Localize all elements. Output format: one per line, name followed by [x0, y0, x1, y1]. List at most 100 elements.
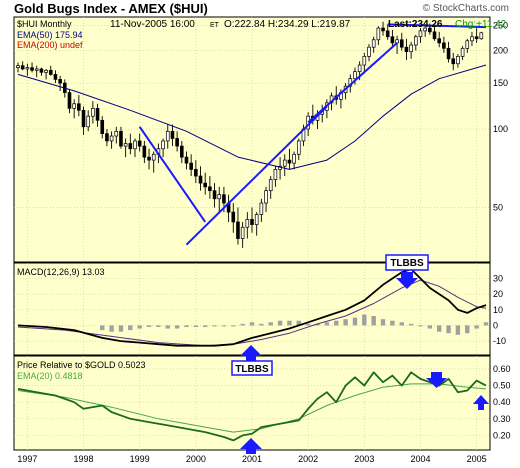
- candle-body: [91, 108, 95, 117]
- candle-series: [16, 21, 484, 248]
- candle-body: [282, 159, 287, 167]
- histogram-bar: [362, 314, 367, 326]
- candle-body: [268, 179, 273, 192]
- histogram-bar: [128, 325, 133, 331]
- histogram-bar: [137, 325, 142, 329]
- candle-body: [231, 211, 236, 223]
- watermark: © StockCharts.com: [423, 3, 509, 14]
- tlbbs-top-label: TLBBS: [390, 258, 424, 269]
- histogram-bar: [399, 322, 404, 326]
- candle-body: [142, 145, 147, 158]
- histogram-bar: [146, 325, 152, 327]
- x-tick-label: 2002: [298, 454, 318, 464]
- candle-body: [16, 65, 20, 68]
- histogram-bar: [165, 325, 170, 329]
- candle-body: [175, 138, 179, 147]
- ema200-legend: EMA(200) undef: [17, 40, 83, 50]
- x-tick-label: 2001: [242, 454, 262, 464]
- candle-body: [259, 202, 264, 215]
- candle-body: [376, 27, 381, 41]
- ema50-line: [17, 64, 487, 170]
- candle-body: [48, 69, 53, 75]
- candle-body: [208, 186, 212, 192]
- candle-body: [428, 27, 432, 33]
- candle-body: [470, 36, 474, 42]
- macd-legend: MACD(12,26,9) 13.03: [17, 267, 105, 277]
- histogram-bar: [437, 325, 442, 332]
- histogram-bar: [249, 322, 255, 326]
- histogram-bar: [203, 325, 208, 327]
- candle-body: [456, 56, 460, 65]
- candle-body: [399, 39, 404, 48]
- candle-body: [395, 39, 399, 44]
- candle-body: [44, 69, 48, 73]
- candle-body: [67, 92, 72, 109]
- tlbbs-top-box: [385, 254, 429, 271]
- x-tick-label: 1999: [130, 454, 150, 464]
- candle-body: [362, 56, 367, 66]
- candle-body: [264, 190, 268, 204]
- candle-body: [212, 190, 217, 200]
- candle-body: [105, 133, 109, 142]
- histogram-bar: [474, 325, 479, 329]
- macd-line: [17, 268, 487, 347]
- candle-body: [137, 140, 142, 147]
- macd-signal-line: [17, 279, 487, 347]
- quote-tz: ET: [210, 22, 220, 29]
- tlbbs-top-annotation: TLBBS: [385, 254, 429, 289]
- candle-body: [474, 36, 479, 40]
- histogram-bar: [418, 325, 423, 327]
- candle-body: [53, 74, 58, 80]
- down-arrow-icon: [396, 272, 418, 289]
- candle-body: [385, 30, 390, 38]
- histogram-bar: [371, 316, 376, 326]
- candle-body: [39, 68, 44, 73]
- candle-body: [81, 109, 86, 128]
- candle-body: [123, 143, 128, 147]
- candle-body: [409, 44, 413, 53]
- tlbbs-bottom-annotation: TLBBS: [231, 345, 273, 376]
- price-tick-label: 200: [493, 46, 508, 56]
- trendline: [138, 126, 207, 223]
- candle-body: [245, 219, 250, 228]
- candle-body: [147, 156, 151, 161]
- candle-body: [20, 65, 25, 70]
- candle-body: [184, 156, 189, 164]
- macd-tick-label: -10: [493, 336, 506, 346]
- candle-body: [437, 38, 442, 44]
- x-tick-label: 2005: [467, 454, 487, 464]
- candle-body: [109, 135, 114, 142]
- rel-down-arrow-icon: [426, 372, 447, 388]
- relative-tick-label: 0.60: [493, 364, 511, 374]
- candle-body: [479, 32, 484, 40]
- histogram-bar: [380, 319, 386, 326]
- macd-tick-label: 0: [493, 320, 498, 330]
- trendline: [387, 23, 487, 29]
- relative-line: [17, 371, 487, 442]
- histogram-bar: [483, 322, 489, 326]
- tlbbs-bottom-box: [231, 360, 273, 376]
- histogram-bar: [277, 320, 283, 326]
- candle-body: [357, 64, 362, 73]
- candle-body: [296, 140, 301, 155]
- trendline: [307, 42, 398, 124]
- histogram-bar: [174, 325, 180, 329]
- histogram-bar: [427, 325, 433, 329]
- candle-body: [128, 143, 133, 150]
- histogram-bar: [156, 325, 161, 327]
- x-tick-label: 2004: [410, 454, 430, 464]
- axis-ticks: 1997 1998 1999 2000 2001 2002 2003 2004 20052502…: [17, 20, 510, 464]
- histogram-bar: [231, 325, 236, 327]
- candle-body: [404, 46, 409, 53]
- histogram-bar: [455, 325, 461, 335]
- relative-ema-line: [17, 383, 487, 433]
- indicator-lines: [17, 23, 487, 442]
- price-tick-label: 150: [493, 78, 508, 88]
- candle-body: [254, 214, 259, 225]
- histogram-bar: [324, 322, 330, 326]
- candle-body: [198, 175, 203, 184]
- candle-body: [151, 153, 156, 161]
- candle-body: [25, 67, 30, 70]
- histogram-bar: [446, 325, 451, 334]
- candle-body: [451, 58, 456, 65]
